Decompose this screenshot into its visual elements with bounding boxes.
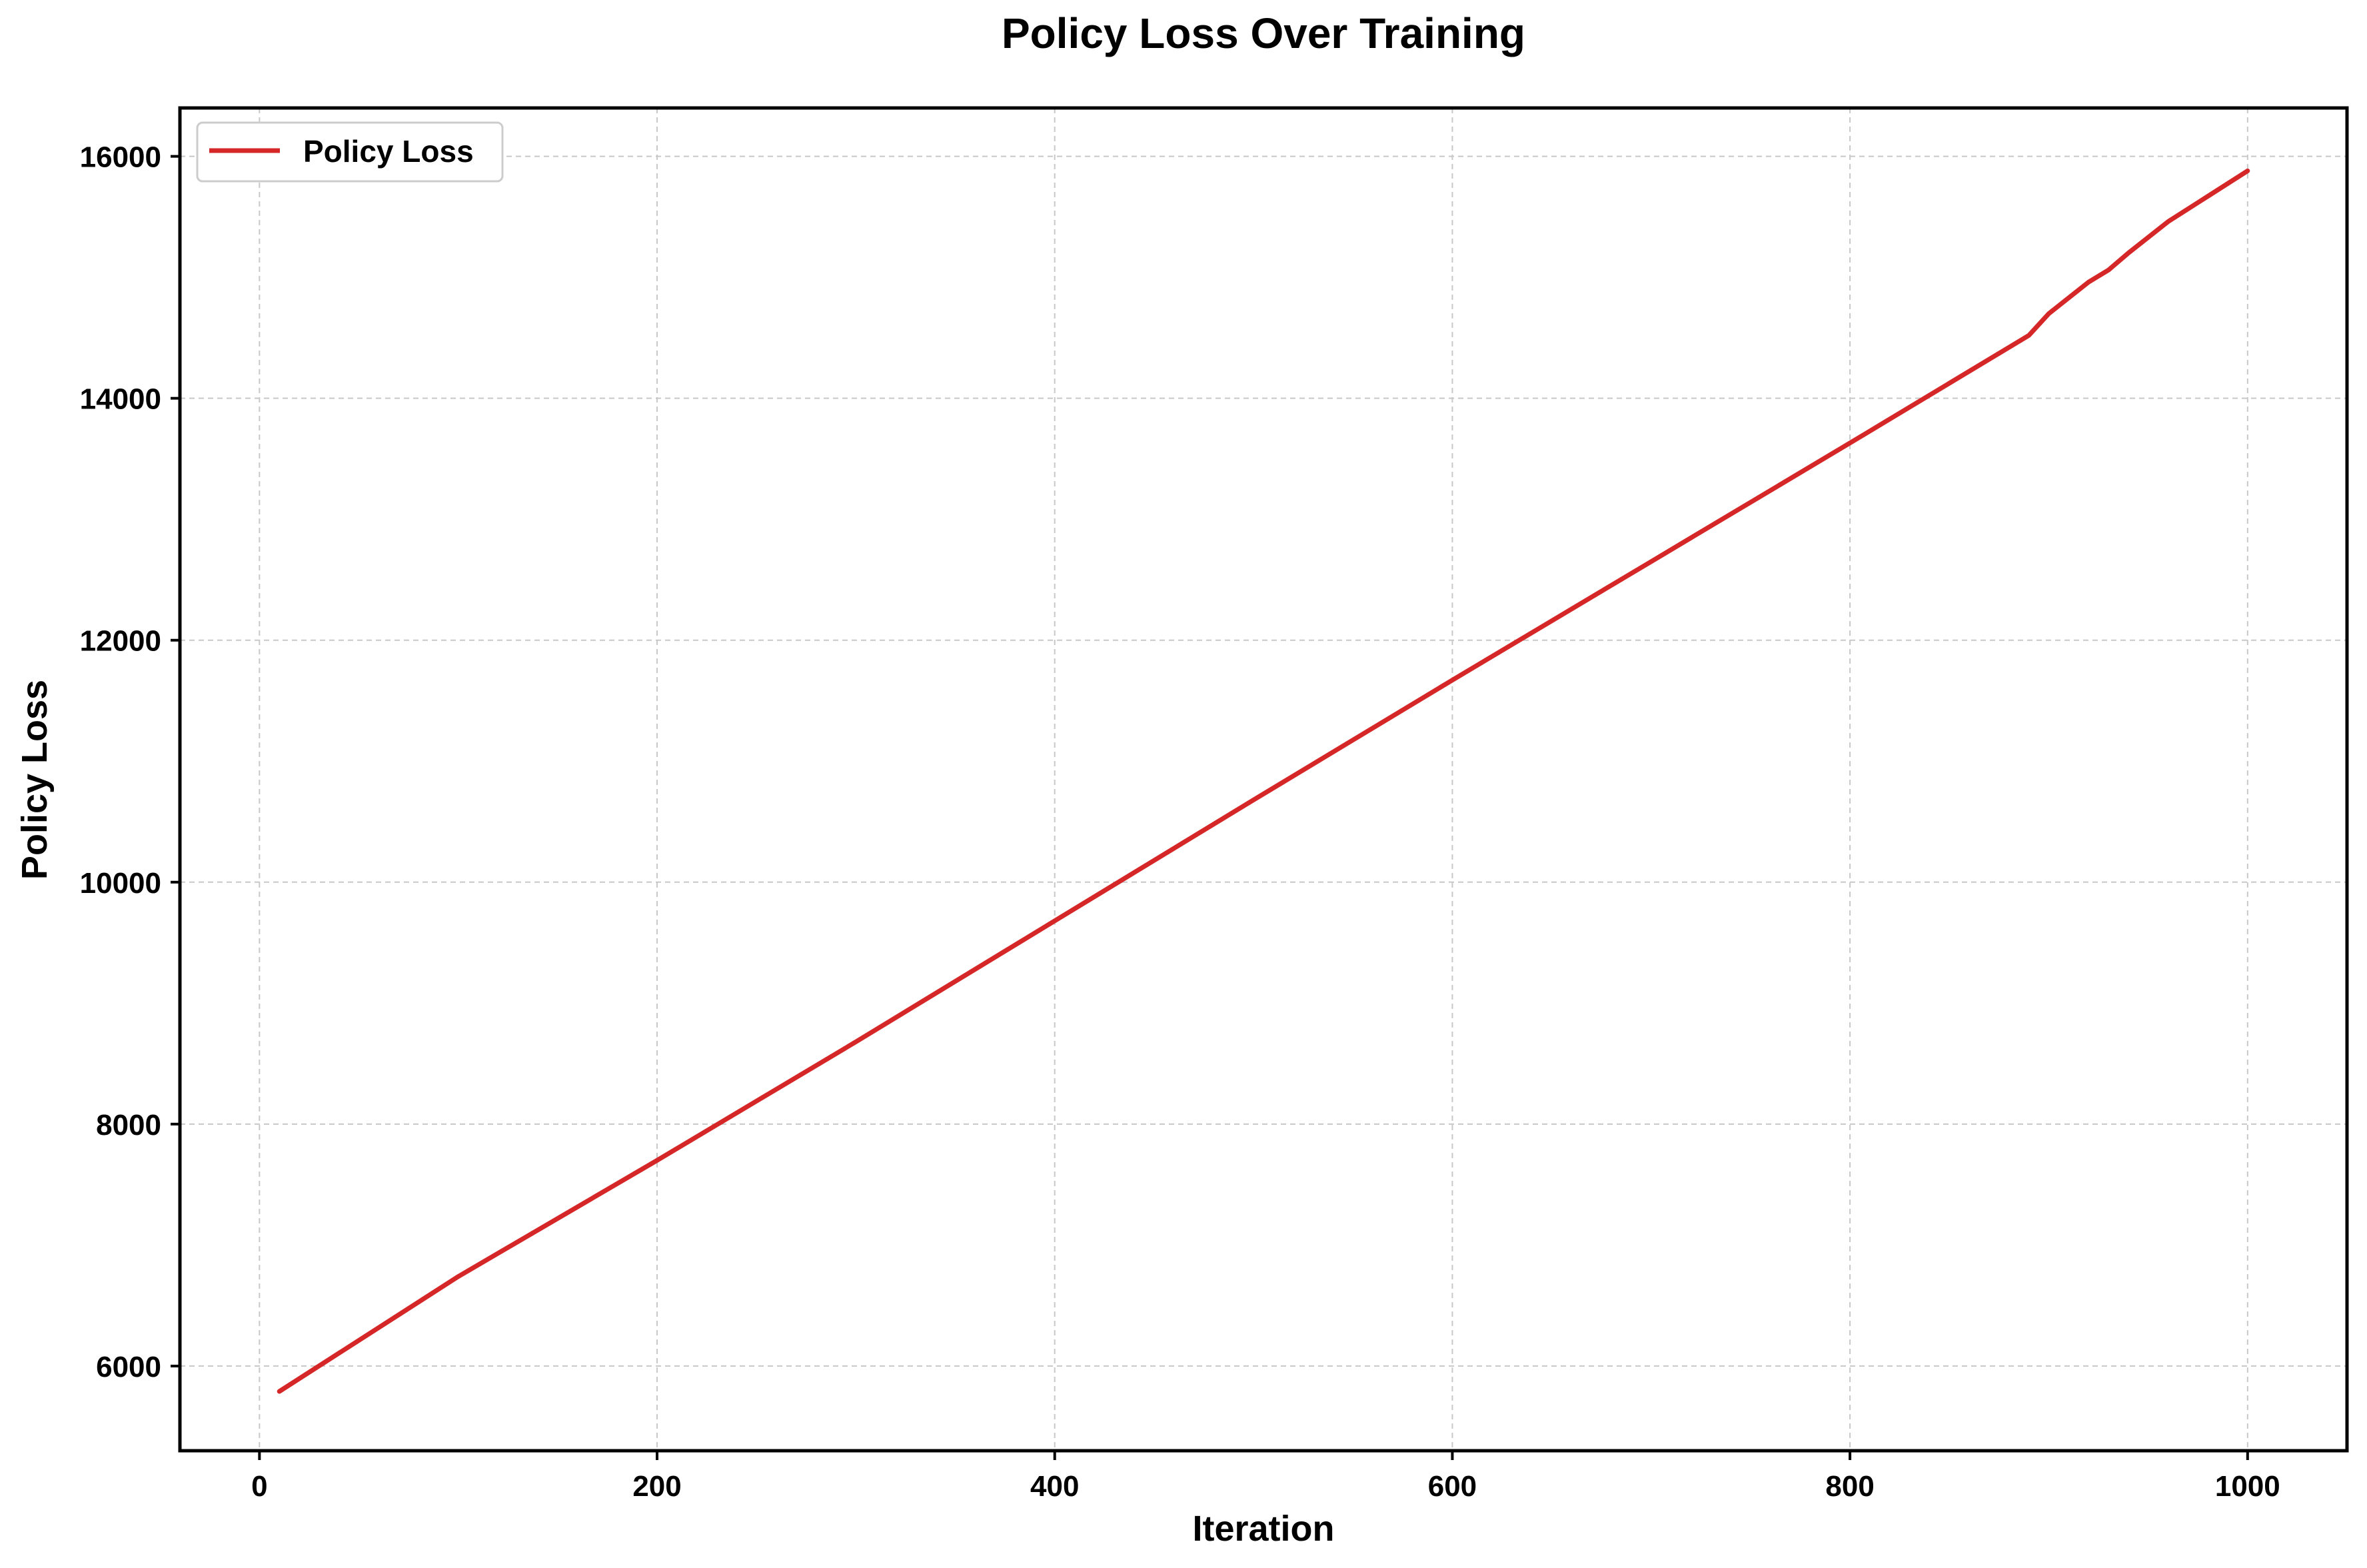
x-axis-ticks: 0 200 400 600 800 1000 (251, 1451, 2280, 1503)
y-tick-label: 12000 (80, 625, 161, 658)
x-tick-label: 400 (1030, 1470, 1079, 1503)
x-tick-label: 200 (632, 1470, 681, 1503)
x-axis-label: Iteration (1192, 1509, 1334, 1549)
x-tick-label: 600 (1428, 1470, 1477, 1503)
y-tick-label: 8000 (96, 1109, 161, 1142)
chart-title: Policy Loss Over Training (1002, 9, 1525, 57)
legend-box (196, 121, 504, 183)
series-line-policy-loss (277, 168, 2250, 1394)
legend: Policy Loss (196, 121, 504, 183)
gridlines (180, 108, 2347, 1451)
legend-label: Policy Loss (303, 134, 474, 169)
x-tick-label: 1000 (2215, 1470, 2280, 1503)
y-tick-label: 14000 (80, 383, 161, 416)
y-tick-label: 6000 (96, 1351, 161, 1383)
y-tick-label: 16000 (80, 141, 161, 174)
y-axis-ticks: 6000 8000 10000 12000 14000 16000 (80, 141, 180, 1383)
y-tick-label: 10000 (80, 867, 161, 900)
series-layer (277, 168, 2250, 1394)
y-axis-label: Policy Loss (15, 680, 55, 880)
x-tick-label: 0 (251, 1470, 267, 1503)
x-tick-label: 800 (1825, 1470, 1874, 1503)
plot-area-frame (178, 106, 2349, 1453)
